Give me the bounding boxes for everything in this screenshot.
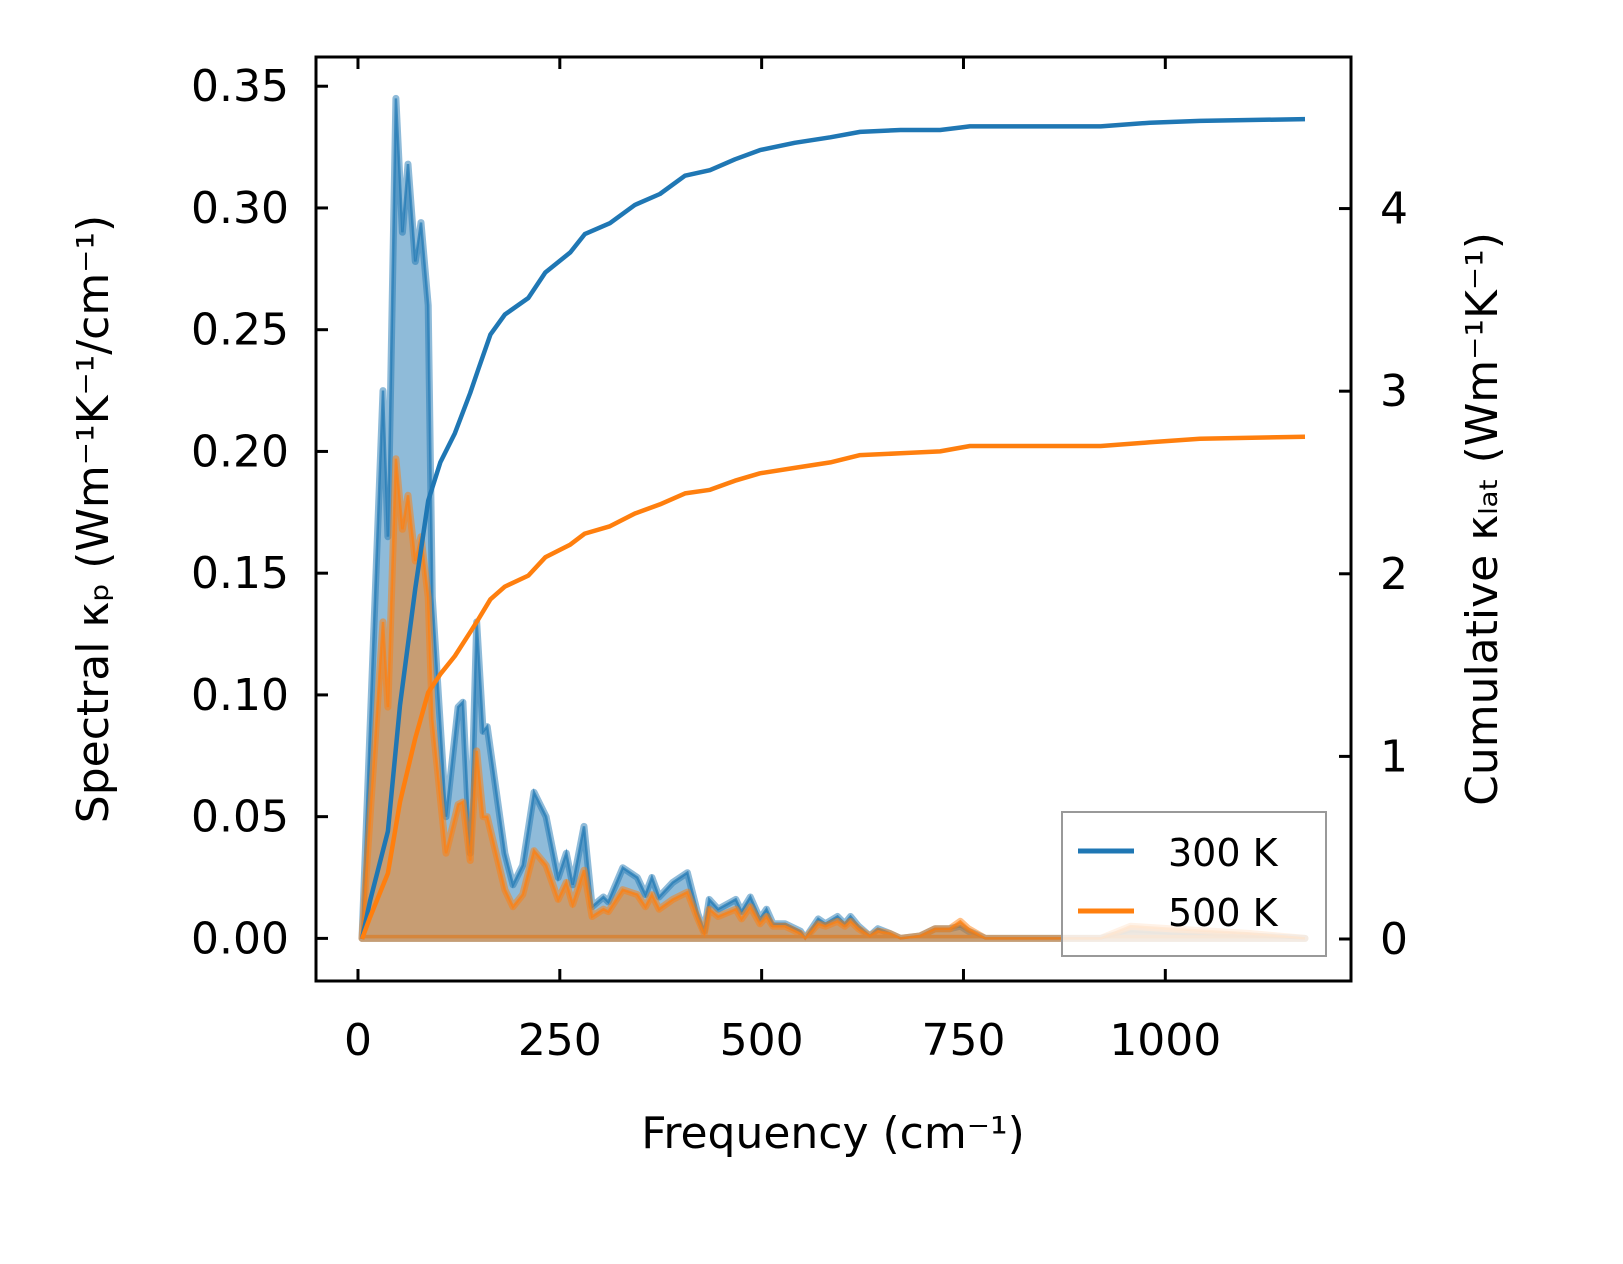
left-y-tick-label: 0.10 bbox=[191, 670, 289, 721]
plot-area bbox=[358, 94, 1309, 942]
left-y-tick-label: 0.05 bbox=[191, 792, 289, 843]
right-y-axis-label: Cumulative κₗₐₜ (Wm⁻¹K⁻¹) bbox=[1457, 232, 1508, 806]
x-tick-label: 250 bbox=[518, 1015, 602, 1066]
legend-box bbox=[1061, 811, 1327, 957]
legend: 300 K 500 K bbox=[1061, 811, 1327, 957]
legend-label-500k: 500 K bbox=[1168, 891, 1279, 935]
x-axis-label: Frequency (cm⁻¹) bbox=[641, 1108, 1025, 1159]
legend-label-300k: 300 K bbox=[1168, 831, 1279, 875]
right-y-tick-label: 2 bbox=[1380, 549, 1408, 600]
ticks: 0 250 500 750 1000 0.00 0.05 0.10 0.15 0.20 0.25 0.… bbox=[191, 57, 1408, 1066]
x-tick-label: 1000 bbox=[1109, 1015, 1221, 1066]
left-y-tick-label: 0.00 bbox=[191, 913, 289, 964]
right-y-tick-label: 1 bbox=[1380, 731, 1408, 782]
x-tick-label: 500 bbox=[720, 1015, 804, 1066]
left-y-tick-label: 0.20 bbox=[191, 426, 289, 477]
x-tick-label: 0 bbox=[344, 1015, 372, 1066]
left-y-axis-label: Spectral κₚ (Wm⁻¹K⁻¹/cm⁻¹) bbox=[68, 215, 119, 823]
left-y-tick-label: 0.35 bbox=[191, 61, 289, 112]
left-y-tick-label: 0.30 bbox=[191, 183, 289, 234]
cumulative-line-500k bbox=[359, 434, 1306, 940]
left-y-tick-label: 0.15 bbox=[191, 548, 289, 599]
right-y-tick-label: 0 bbox=[1380, 914, 1408, 965]
right-y-tick-label: 3 bbox=[1380, 366, 1408, 417]
right-y-tick-label: 4 bbox=[1380, 184, 1408, 235]
x-tick-label: 750 bbox=[921, 1015, 1005, 1066]
cumulative-line-300k bbox=[359, 116, 1306, 940]
axes-frame bbox=[314, 55, 1353, 983]
left-y-tick-label: 0.25 bbox=[191, 305, 289, 356]
spectral-line-500k bbox=[360, 458, 1306, 941]
